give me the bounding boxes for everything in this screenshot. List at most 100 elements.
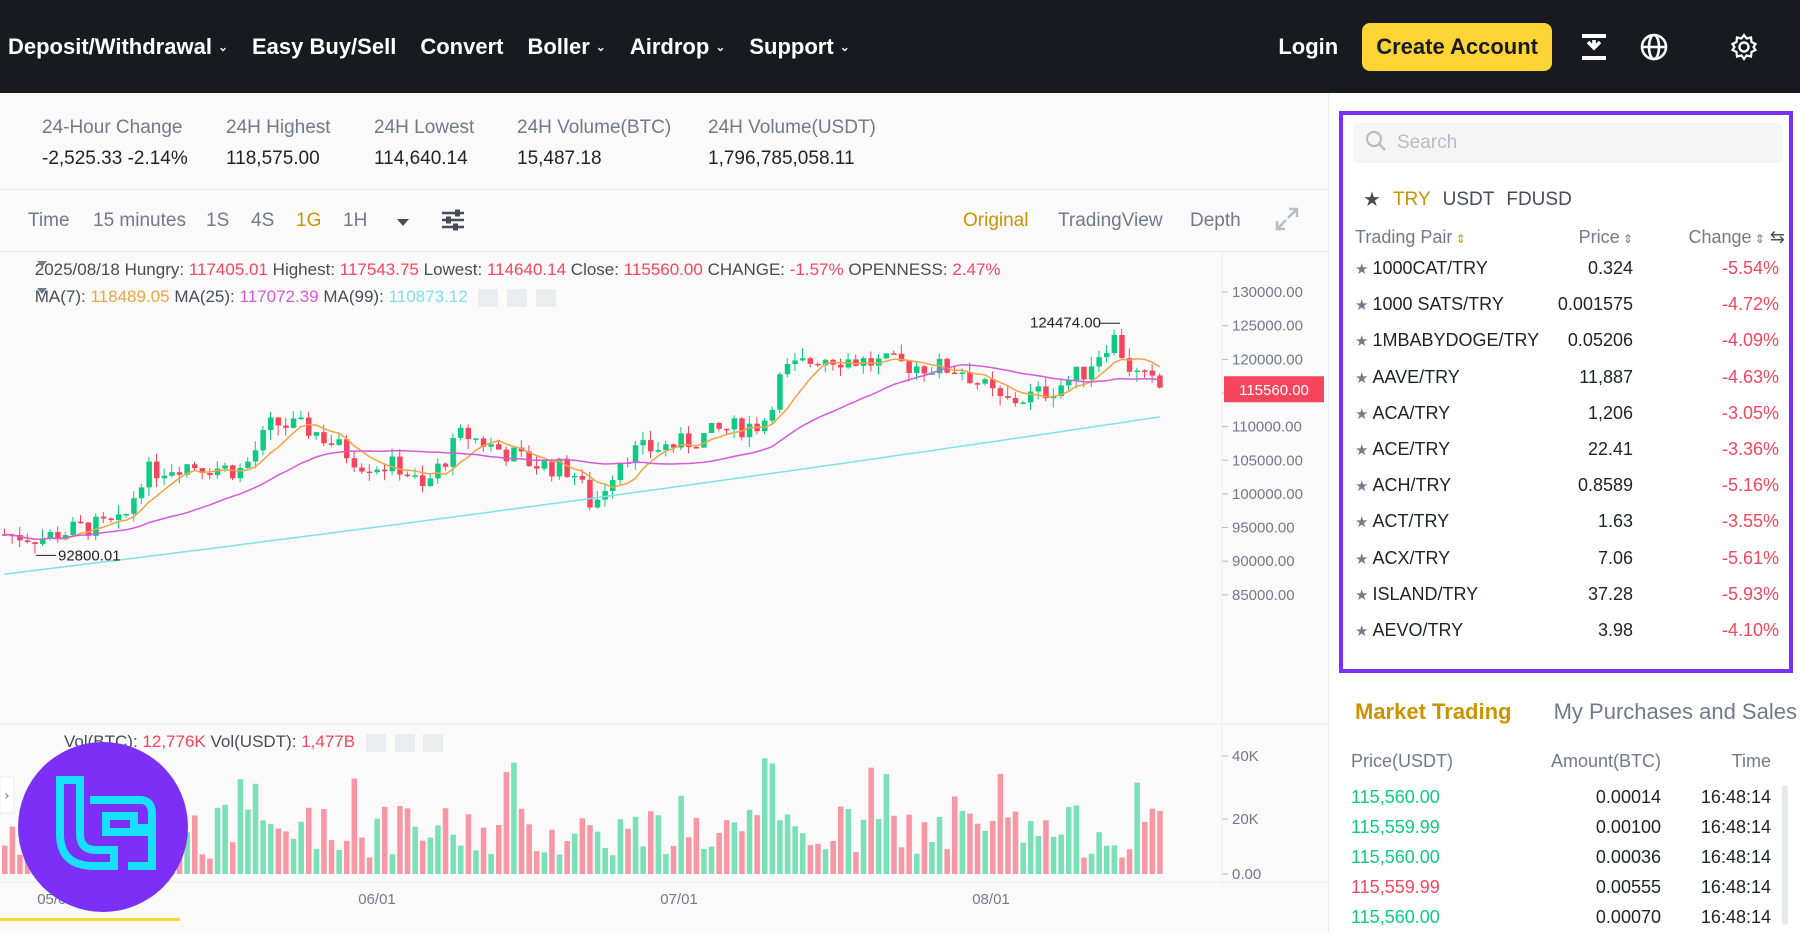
volume-bar bbox=[1058, 834, 1064, 874]
nav-item-boller[interactable]: Boller ⌄ bbox=[527, 34, 605, 60]
market-row[interactable]: ★ ISLAND/TRY 37.28 -5.93% bbox=[1355, 578, 1785, 614]
pair-name: 1000CAT/TRY bbox=[1372, 258, 1488, 278]
favorite-star-icon[interactable]: ★ bbox=[1355, 622, 1369, 640]
ma-close-icon[interactable] bbox=[535, 288, 556, 307]
volume-bar bbox=[1028, 820, 1034, 874]
trade-time: 16:48:14 bbox=[1700, 847, 1771, 867]
settings-gear-icon[interactable] bbox=[1728, 31, 1760, 63]
login-link[interactable]: Login bbox=[1278, 33, 1339, 59]
tab-market-trading[interactable]: Market Trading bbox=[1355, 699, 1512, 724]
header-trading-pair[interactable]: Trading Pair ⇕ bbox=[1355, 227, 1466, 248]
header-price[interactable]: Price ⇕ bbox=[1579, 227, 1633, 248]
market-row[interactable]: ★ 1000CAT/TRY 0.324 -5.54% bbox=[1355, 252, 1785, 288]
fullscreen-icon[interactable] bbox=[1275, 207, 1299, 237]
legend-change-value: -1.57% bbox=[789, 260, 844, 279]
candle-body bbox=[693, 447, 700, 449]
favorites-star-icon[interactable]: ★ bbox=[1363, 189, 1381, 211]
favorite-star-icon[interactable]: ★ bbox=[1355, 478, 1369, 496]
favorite-star-icon[interactable]: ★ bbox=[1355, 586, 1369, 604]
header-change[interactable]: Change ⇕ ⇆ bbox=[1688, 227, 1785, 248]
legend-openness-value: 2.47% bbox=[952, 260, 1001, 279]
volume-bar bbox=[640, 846, 646, 874]
favorite-star-icon[interactable]: ★ bbox=[1355, 550, 1369, 568]
swap-columns-icon[interactable]: ⇆ bbox=[1764, 227, 1785, 247]
volume-tick-label: 0.00 bbox=[1232, 866, 1261, 883]
vol-settings-icon[interactable] bbox=[394, 733, 415, 752]
download-icon[interactable] bbox=[1578, 31, 1610, 63]
favorite-star-icon[interactable]: ★ bbox=[1355, 441, 1369, 459]
interval-1h[interactable]: 1H bbox=[343, 210, 368, 231]
nav-item-deposit-withdrawal[interactable]: Deposit/Withdrawal ⌄ bbox=[8, 34, 228, 60]
stat-label: 24H Volume(USDT) bbox=[708, 117, 876, 138]
price-tick-label: 130000.00 bbox=[1232, 284, 1303, 301]
market-row[interactable]: ★ ACA/TRY 1,206 -3.05% bbox=[1355, 397, 1785, 433]
time-tick-label: 07/01 bbox=[660, 891, 698, 908]
nav-item-support[interactable]: Support ⌄ bbox=[749, 34, 849, 60]
volume-bar bbox=[648, 811, 654, 874]
market-row[interactable]: ★ 1MBABYDOGE/TRY 0.05206 -4.09% bbox=[1355, 324, 1785, 360]
interval-dropdown-icon[interactable] bbox=[396, 212, 410, 234]
favorite-star-icon[interactable]: ★ bbox=[1355, 261, 1369, 278]
view-depth-tab[interactable]: Depth bbox=[1190, 210, 1241, 231]
ma-settings-icon[interactable] bbox=[507, 288, 528, 307]
ma-visibility-icon[interactable] bbox=[478, 288, 499, 307]
candle-body bbox=[306, 417, 312, 436]
interval-15m[interactable]: 15 minutes bbox=[93, 210, 186, 231]
favorite-star-icon[interactable]: ★ bbox=[1355, 369, 1369, 387]
quote-tab-fdusd[interactable]: FDUSD bbox=[1506, 188, 1572, 210]
sort-icon: ⇕ bbox=[1619, 232, 1633, 246]
quote-tab-try[interactable]: TRY bbox=[1392, 188, 1431, 210]
search-input[interactable]: Search bbox=[1353, 123, 1783, 163]
market-row[interactable]: ★ ACH/TRY 0.8589 -5.16% bbox=[1355, 469, 1785, 505]
trades-scrollbar[interactable] bbox=[1782, 785, 1788, 925]
min-price-label: 92800.01 bbox=[58, 547, 121, 564]
interval-4s[interactable]: 4S bbox=[251, 210, 275, 231]
quote-tab-usdt[interactable]: USDT bbox=[1442, 188, 1495, 210]
volume-bar bbox=[693, 817, 700, 874]
pair-name: ACT/TRY bbox=[1372, 511, 1450, 532]
interval-1s[interactable]: 1S bbox=[206, 210, 230, 231]
indicator-settings-icon[interactable] bbox=[440, 208, 466, 238]
volume-bar bbox=[382, 806, 388, 874]
candle-body bbox=[815, 363, 821, 366]
volume-bar bbox=[328, 840, 335, 874]
market-row[interactable]: ★ AEVO/TRY 3.98 -4.10% bbox=[1355, 614, 1785, 650]
view-tradingview-tab[interactable]: TradingView bbox=[1058, 210, 1163, 231]
nav-item-convert[interactable]: Convert bbox=[420, 34, 503, 60]
time-button[interactable]: Time bbox=[28, 210, 70, 231]
market-row[interactable]: ★ 1000 SATS/TRY 0.001575 -4.72% bbox=[1355, 288, 1785, 324]
favorite-star-icon[interactable]: ★ bbox=[1355, 333, 1369, 351]
pair-name: AEVO/TRY bbox=[1372, 619, 1464, 640]
market-row[interactable]: ★ ACX/TRY 7.06 -5.61% bbox=[1355, 542, 1785, 578]
candle-body bbox=[518, 447, 525, 452]
create-account-button[interactable]: Create Account bbox=[1362, 22, 1552, 71]
volume-bar bbox=[283, 831, 289, 874]
volume-bar bbox=[374, 818, 380, 874]
candle-body bbox=[70, 521, 76, 536]
interval-1g[interactable]: 1G bbox=[296, 210, 322, 231]
trade-row: 115,559.99 0.00100 16:48:14 bbox=[1351, 813, 1771, 843]
candle-body bbox=[1081, 366, 1087, 380]
candlestick-chart-svg[interactable]: 130000.00125000.00120000.00115000.001100… bbox=[0, 252, 1328, 933]
price-chart[interactable]: 130000.00125000.00120000.00115000.001100… bbox=[0, 252, 1328, 933]
vol-visibility-icon[interactable] bbox=[365, 733, 386, 752]
nav-item-airdrop[interactable]: Airdrop ⌄ bbox=[630, 34, 726, 60]
candle-body bbox=[632, 445, 639, 463]
favorite-star-icon[interactable]: ★ bbox=[1355, 514, 1369, 532]
candle-body bbox=[1134, 370, 1140, 372]
volume-bar bbox=[1005, 817, 1011, 874]
nav-item-easy-buy-sell[interactable]: Easy Buy/Sell bbox=[252, 34, 396, 60]
market-row[interactable]: ★ ACE/TRY 22.41 -3.36% bbox=[1355, 433, 1785, 469]
globe-icon[interactable] bbox=[1638, 31, 1670, 63]
market-row[interactable]: ★ AAVE/TRY 11,887 -4.63% bbox=[1355, 361, 1785, 397]
market-row[interactable]: ★ ACT/TRY 1.63 -3.55% bbox=[1355, 505, 1785, 541]
ma99-value: 110873.12 bbox=[388, 287, 468, 306]
volume-bar bbox=[974, 823, 981, 874]
tab-my-purchases[interactable]: My Purchases and Sales bbox=[1553, 699, 1797, 724]
favorite-star-icon[interactable]: ★ bbox=[1355, 405, 1369, 423]
favorite-star-icon[interactable]: ★ bbox=[1355, 297, 1369, 315]
pair-name: 1MBABYDOGE/TRY bbox=[1372, 330, 1540, 351]
view-original-tab[interactable]: Original bbox=[963, 210, 1029, 231]
vol-close-icon[interactable] bbox=[423, 733, 444, 752]
pair-cell: ★ ISLAND/TRY bbox=[1355, 584, 1478, 605]
